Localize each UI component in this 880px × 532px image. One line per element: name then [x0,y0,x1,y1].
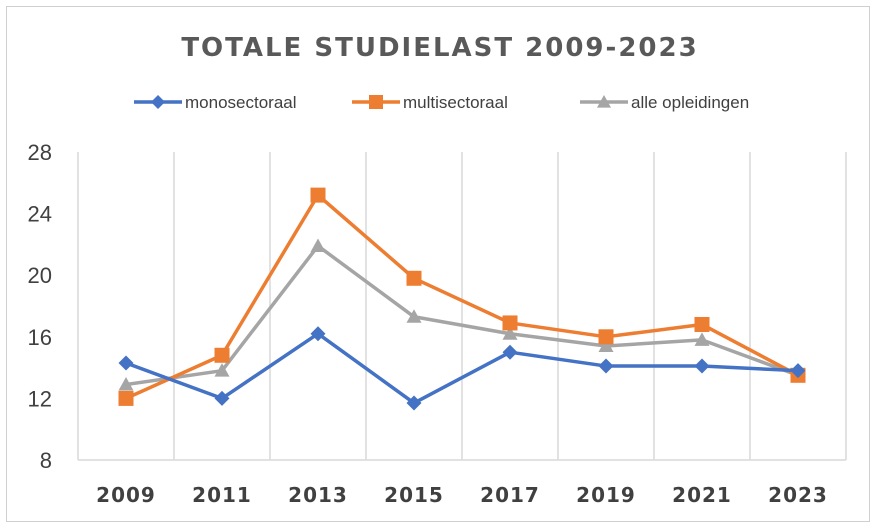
x-tick-label: 2021 [672,483,732,507]
data-point-monosectoraal [694,358,710,374]
legend-item-multisectoraal: multisectoraal [352,93,508,112]
data-point-multisectoraal [214,347,230,363]
legend-item-alle-opleidingen: alle opleidingen [580,93,749,112]
data-point-multisectoraal [310,187,326,203]
chart-title: TOTALE STUDIELAST 2009-2023 [181,33,698,63]
data-point-monosectoraal [598,358,614,374]
data-point-monosectoraal [310,326,326,342]
data-point-monosectoraal [406,395,422,411]
series-monosectoraal [118,326,806,411]
data-point-multisectoraal [502,315,518,331]
y-axis-ticks: 8 12 16 20 24 28 [28,140,52,473]
data-point-multisectoraal [694,316,710,332]
x-tick-label: 2015 [384,483,444,507]
series-line-multisectoraal [125,193,799,400]
x-tick-label: 2011 [192,483,252,507]
y-tick-label: 16 [28,325,52,350]
data-point-multisectoraal [598,329,614,345]
x-tick-label: 2019 [576,483,636,507]
x-tick-label: 2009 [96,483,156,507]
data-point-multisectoraal [118,390,134,406]
x-tick-label: 2023 [768,483,828,507]
legend: monosectoraal multisectoraal alle opleidin… [134,93,749,112]
y-tick-label: 20 [28,263,52,288]
legend-marker [369,95,383,109]
series-line-alle-opleidingen [125,244,799,387]
legend-marker [597,95,611,108]
data-point-alle-opleidingen [214,363,230,377]
legend-label: multisectoraal [403,93,508,112]
data-point-monosectoraal [502,344,518,360]
x-axis-ticks: 2009 2011 2013 2015 2017 2019 2021 2023 [96,483,828,507]
x-tick-label: 2013 [288,483,348,507]
data-point-monosectoraal [790,363,806,379]
x-tick-label: 2017 [480,483,540,507]
data-point-alle-opleidingen [406,309,422,323]
chart-frame [6,6,870,522]
data-point-alle-opleidingen [598,338,614,353]
data-point-monosectoraal [118,355,134,371]
data-point-monosectoraal [214,390,230,406]
y-tick-label: 12 [28,386,52,411]
legend-label: alle opleidingen [631,93,749,112]
series-group [118,187,806,411]
legend-label: monosectoraal [185,93,297,112]
data-point-alle-opleidingen [502,326,518,340]
data-point-multisectoraal [406,270,422,286]
data-point-alle-opleidingen [310,238,326,252]
series-line-monosectoraal [125,331,799,405]
grid [77,152,847,461]
data-point-alle-opleidingen [694,332,710,346]
y-tick-label: 28 [28,140,52,165]
legend-marker [151,95,165,109]
y-tick-label: 8 [40,448,52,473]
legend-item-monosectoraal: monosectoraal [134,93,297,112]
data-point-alle-opleidingen [118,377,134,391]
y-tick-label: 24 [28,202,52,227]
series-multisectoraal [118,187,806,406]
